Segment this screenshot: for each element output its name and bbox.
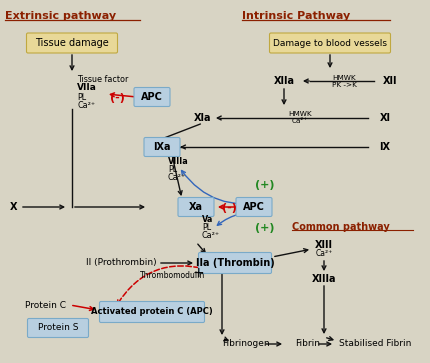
Text: APC: APC <box>243 202 265 212</box>
Text: XIa: XIa <box>194 113 212 123</box>
Text: Thrombomodulin: Thrombomodulin <box>140 272 205 281</box>
Text: XIII: XIII <box>315 240 333 250</box>
Text: Extrinsic pathway: Extrinsic pathway <box>5 11 116 21</box>
Text: HMWK: HMWK <box>332 75 356 81</box>
Text: Protein C: Protein C <box>25 301 66 310</box>
Text: Tissue damage: Tissue damage <box>35 38 109 48</box>
Text: HMWK: HMWK <box>288 111 312 117</box>
Text: Stabilised Fibrin: Stabilised Fibrin <box>339 339 411 348</box>
Text: X: X <box>10 202 18 212</box>
Text: Va: Va <box>202 216 213 224</box>
FancyBboxPatch shape <box>144 138 180 156</box>
Text: (+): (+) <box>255 223 275 233</box>
FancyBboxPatch shape <box>270 33 390 53</box>
Text: XI: XI <box>380 113 390 123</box>
FancyBboxPatch shape <box>236 197 272 216</box>
Text: IX: IX <box>380 142 390 152</box>
Text: VIIIa: VIIIa <box>168 158 189 167</box>
Text: XIIIa: XIIIa <box>312 274 336 284</box>
Text: Ca²⁺: Ca²⁺ <box>202 232 220 241</box>
FancyBboxPatch shape <box>28 318 89 338</box>
Text: PL: PL <box>202 224 211 232</box>
Text: PL: PL <box>168 166 177 175</box>
Text: Tissue factor: Tissue factor <box>77 74 129 83</box>
FancyBboxPatch shape <box>27 33 117 53</box>
Text: Intrinsic Pathway: Intrinsic Pathway <box>242 11 350 21</box>
Text: PK ->K: PK ->K <box>332 82 356 88</box>
FancyBboxPatch shape <box>178 197 214 216</box>
Text: Fibrin: Fibrin <box>295 339 320 348</box>
Text: Ca²⁺: Ca²⁺ <box>292 118 308 124</box>
Text: (+): (+) <box>255 180 275 190</box>
Text: Activated protein C (APC): Activated protein C (APC) <box>91 307 213 317</box>
Text: (-): (-) <box>221 203 237 213</box>
Text: XIIa: XIIa <box>273 76 295 86</box>
FancyBboxPatch shape <box>134 87 170 106</box>
FancyBboxPatch shape <box>99 302 205 322</box>
Text: Damage to blood vessels: Damage to blood vessels <box>273 38 387 48</box>
Text: Protein S: Protein S <box>38 323 78 333</box>
Text: II (Prothrombin): II (Prothrombin) <box>86 258 157 268</box>
Text: IXa: IXa <box>153 142 171 152</box>
Text: Ca²⁺: Ca²⁺ <box>168 174 186 183</box>
Text: Ca²⁺: Ca²⁺ <box>77 101 95 110</box>
Text: PL: PL <box>77 93 86 102</box>
Text: (-): (-) <box>110 93 124 103</box>
Text: Ca²⁺: Ca²⁺ <box>315 249 333 258</box>
Text: APC: APC <box>141 92 163 102</box>
Text: Common pathway: Common pathway <box>292 222 390 232</box>
Text: IIa (Thrombin): IIa (Thrombin) <box>196 258 274 268</box>
Text: +: + <box>192 266 204 280</box>
Text: VIIa: VIIa <box>77 83 97 93</box>
Text: Xa: Xa <box>189 202 203 212</box>
Text: XII: XII <box>383 76 397 86</box>
Text: Fibrinogen: Fibrinogen <box>222 339 270 348</box>
FancyBboxPatch shape <box>199 253 271 273</box>
